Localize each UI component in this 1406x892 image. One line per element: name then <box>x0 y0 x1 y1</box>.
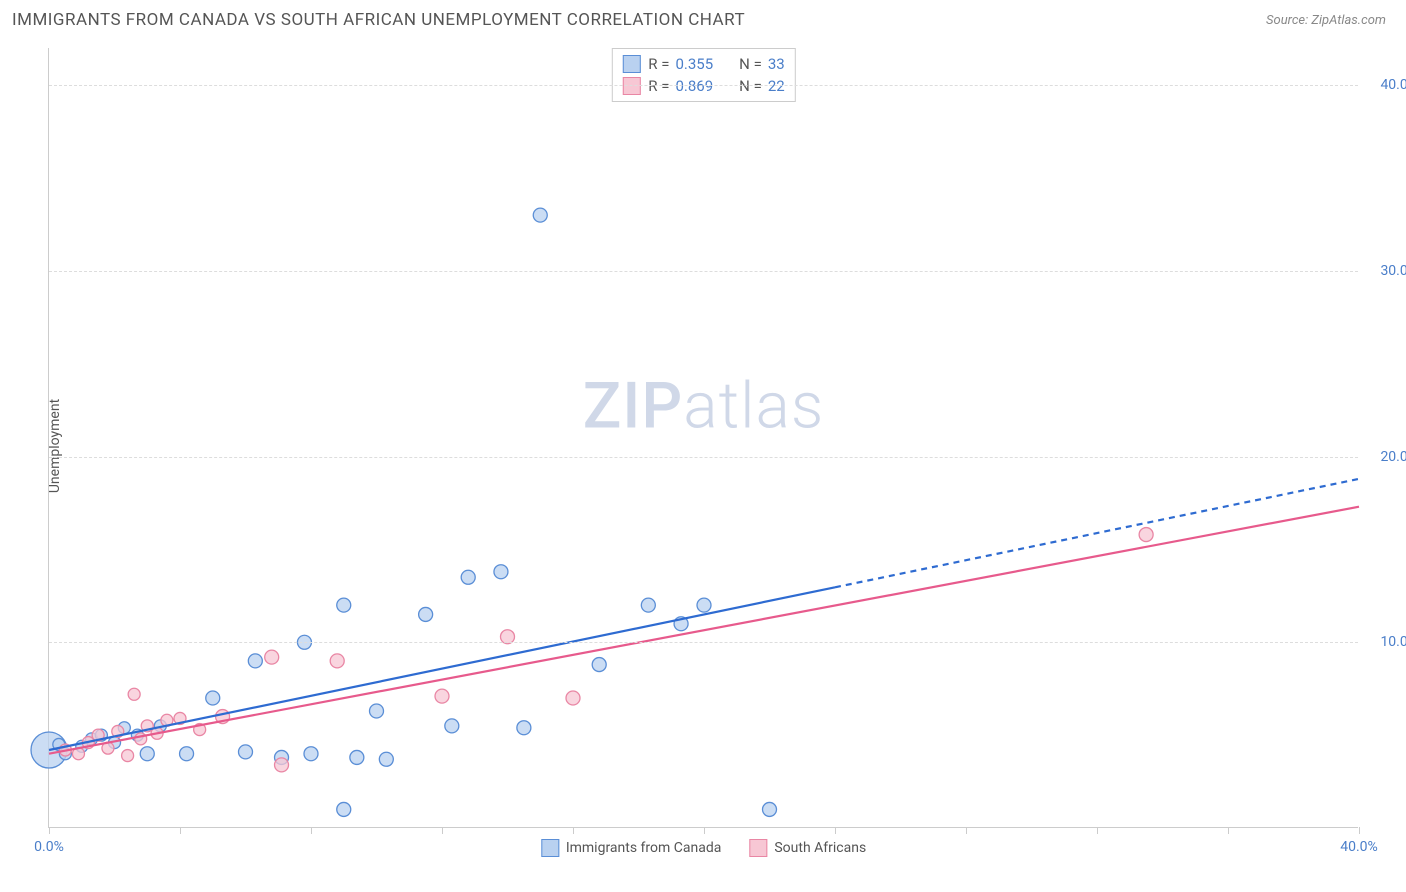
x-tick <box>311 827 312 834</box>
data-point-canada <box>206 691 220 705</box>
data-point-canada <box>533 208 547 222</box>
chart-plot-area: ZIPatlas R =0.355N =33R =0.869N =22 Immi… <box>48 48 1358 828</box>
legend-label: South Africans <box>774 840 866 856</box>
data-point-canada <box>370 704 384 718</box>
data-point-canada <box>350 750 364 764</box>
data-point-canada <box>239 745 253 759</box>
x-tick <box>573 827 574 834</box>
legend-item: South Africans <box>749 839 866 857</box>
trendline-canada <box>49 587 835 750</box>
x-tick <box>966 827 967 834</box>
legend-swatch <box>541 839 559 857</box>
gridline <box>49 85 1358 86</box>
data-point-south-africans <box>128 688 140 700</box>
data-point-south-africans <box>1139 528 1153 542</box>
data-point-south-africans <box>566 691 580 705</box>
x-tick <box>49 827 50 834</box>
trendline-south-africans <box>49 507 1359 754</box>
data-point-canada <box>763 802 777 816</box>
data-point-canada <box>592 658 606 672</box>
data-point-canada <box>461 570 475 584</box>
legend-item: Immigrants from Canada <box>541 839 722 857</box>
y-tick-label: 20.0% <box>1363 449 1406 465</box>
chart-title: IMMIGRANTS FROM CANADA VS SOUTH AFRICAN … <box>12 10 745 30</box>
data-point-canada <box>140 747 154 761</box>
gridline <box>49 642 1358 643</box>
x-tick <box>442 827 443 834</box>
data-point-canada <box>641 598 655 612</box>
x-tick <box>1097 827 1098 834</box>
trendline-dashed-canada <box>835 479 1359 587</box>
x-tick <box>1228 827 1229 834</box>
gridline <box>49 457 1358 458</box>
series-legend: Immigrants from Canada South Africans <box>541 839 866 857</box>
data-point-canada <box>337 598 351 612</box>
data-point-canada <box>494 565 508 579</box>
y-tick-label: 30.0% <box>1363 263 1406 279</box>
data-point-canada <box>180 747 194 761</box>
gridline <box>49 271 1358 272</box>
x-tick-label: 40.0% <box>1340 839 1378 855</box>
source-attribution: Source: ZipAtlas.com <box>1266 13 1386 28</box>
data-point-canada <box>419 607 433 621</box>
x-tick <box>835 827 836 834</box>
data-point-south-africans <box>330 654 344 668</box>
scatter-plot-svg <box>49 48 1358 827</box>
data-point-canada <box>445 719 459 733</box>
data-point-canada <box>337 802 351 816</box>
data-point-canada <box>304 747 318 761</box>
data-point-south-africans <box>435 689 449 703</box>
data-point-south-africans <box>275 758 289 772</box>
legend-label: Immigrants from Canada <box>566 840 722 856</box>
data-point-south-africans <box>265 650 279 664</box>
data-point-canada <box>517 721 531 735</box>
x-tick <box>1359 827 1360 834</box>
data-point-south-africans <box>122 750 134 762</box>
data-point-canada <box>248 654 262 668</box>
x-tick-label: 0.0% <box>34 839 64 855</box>
data-point-canada <box>697 598 711 612</box>
x-tick <box>704 827 705 834</box>
y-tick-label: 40.0% <box>1363 77 1406 93</box>
y-tick-label: 10.0% <box>1363 634 1406 650</box>
data-point-canada <box>379 752 393 766</box>
legend-swatch <box>749 839 767 857</box>
x-tick <box>180 827 181 834</box>
